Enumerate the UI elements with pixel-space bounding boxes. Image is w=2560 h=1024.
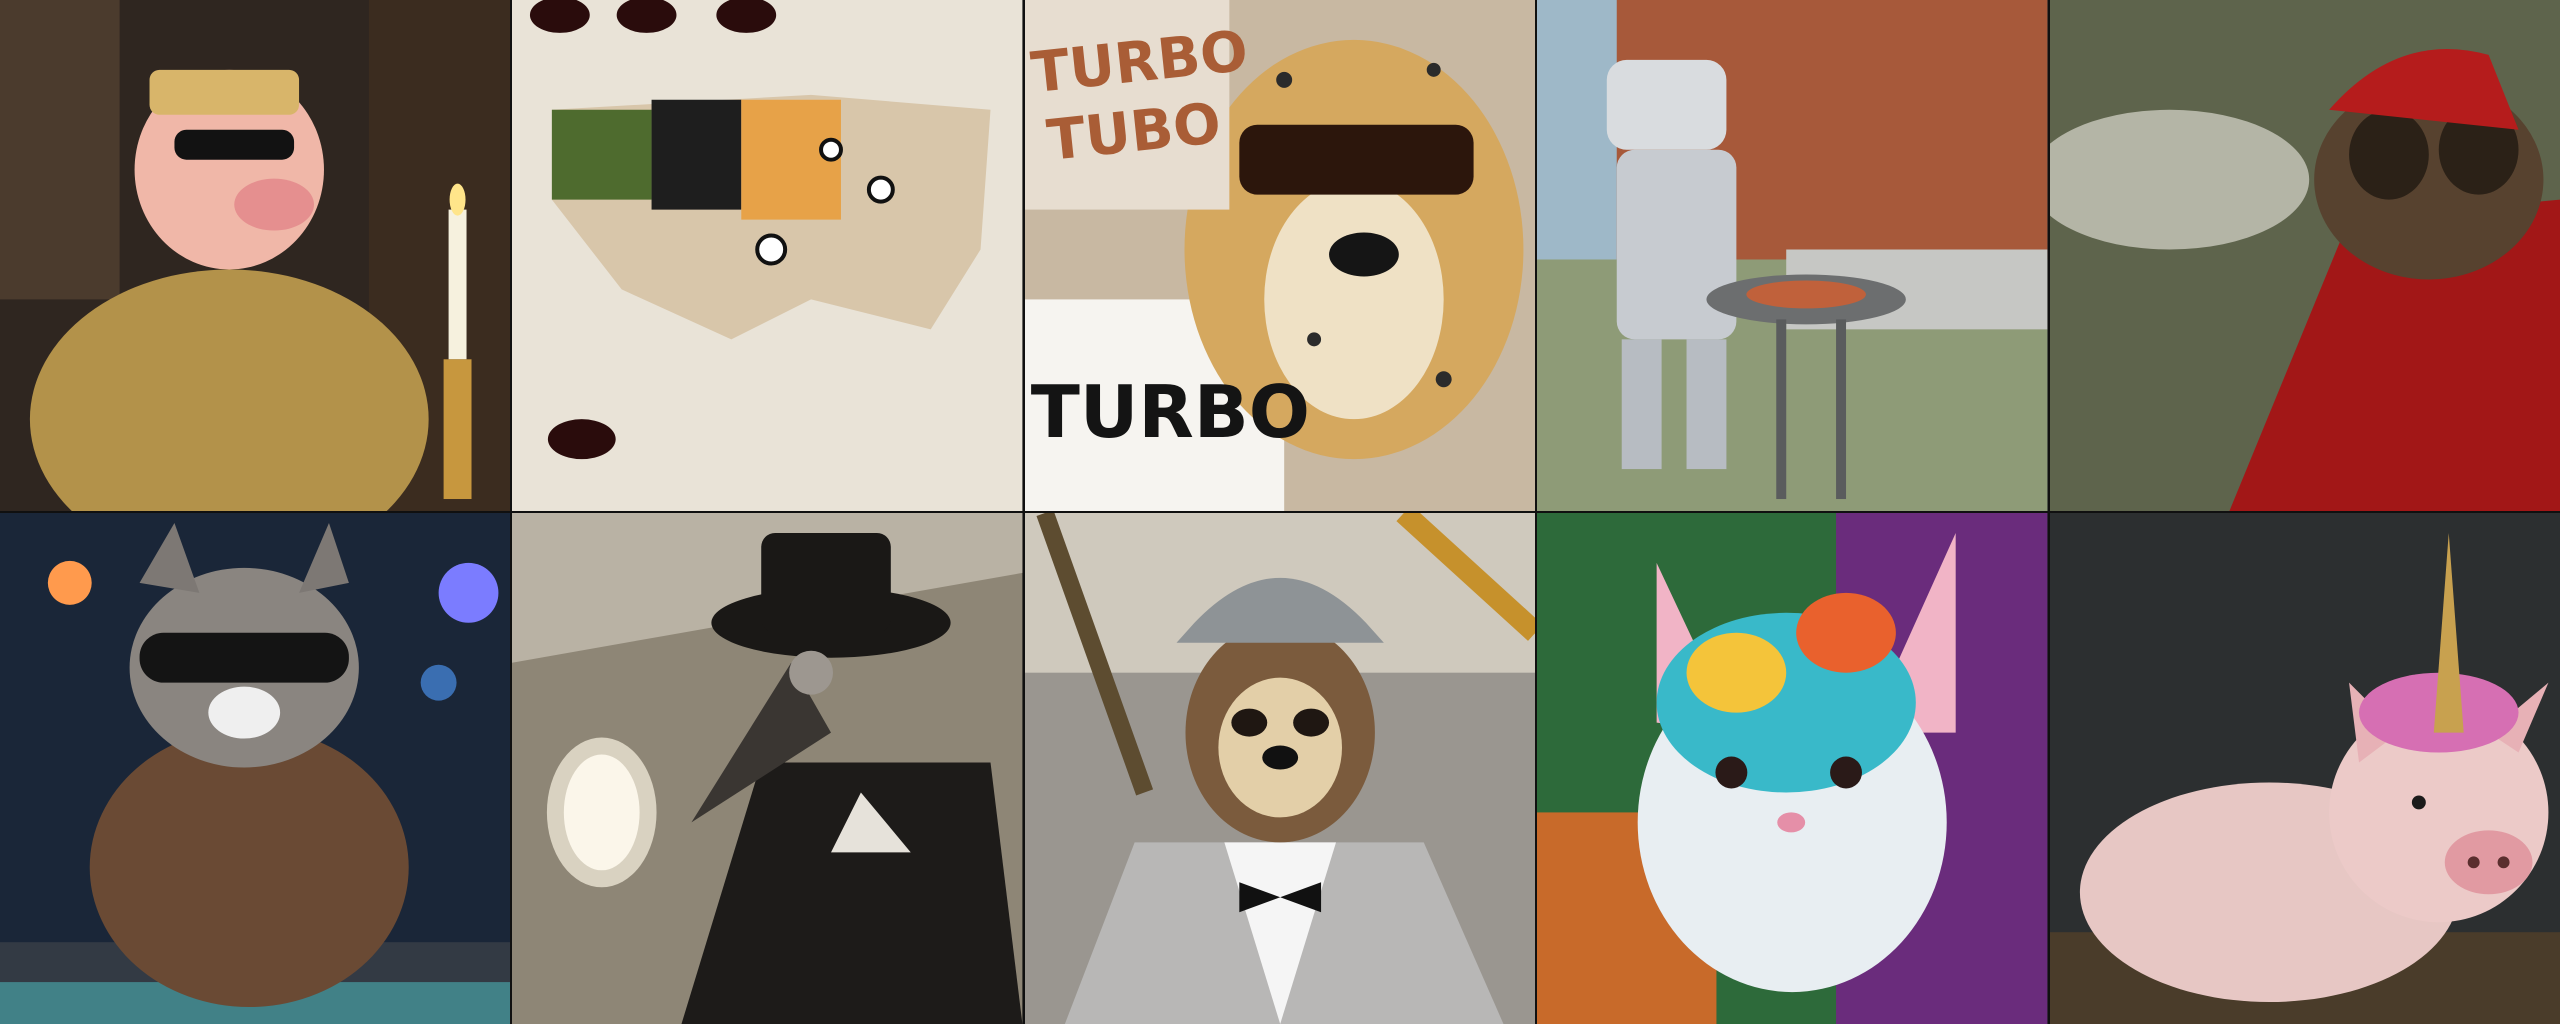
turbo-sign-bottom: TURBO [1030,370,1310,454]
image-plague-doctor [512,513,1023,1024]
image-sloth-tuxedo [1024,513,1536,1024]
image-cheetah-turbo: TURBO TUBO TURBO [1024,0,1536,511]
image-robot-grill [1537,0,2048,511]
image-fly-wizard [2049,0,2560,511]
image-unicorn-pig [2049,513,2560,1024]
image-usa-food-map [512,0,1023,511]
image-raccoon-dj [0,513,511,1024]
image-pig-priest [0,0,511,511]
image-rainbow-bunny [1537,513,2048,1024]
